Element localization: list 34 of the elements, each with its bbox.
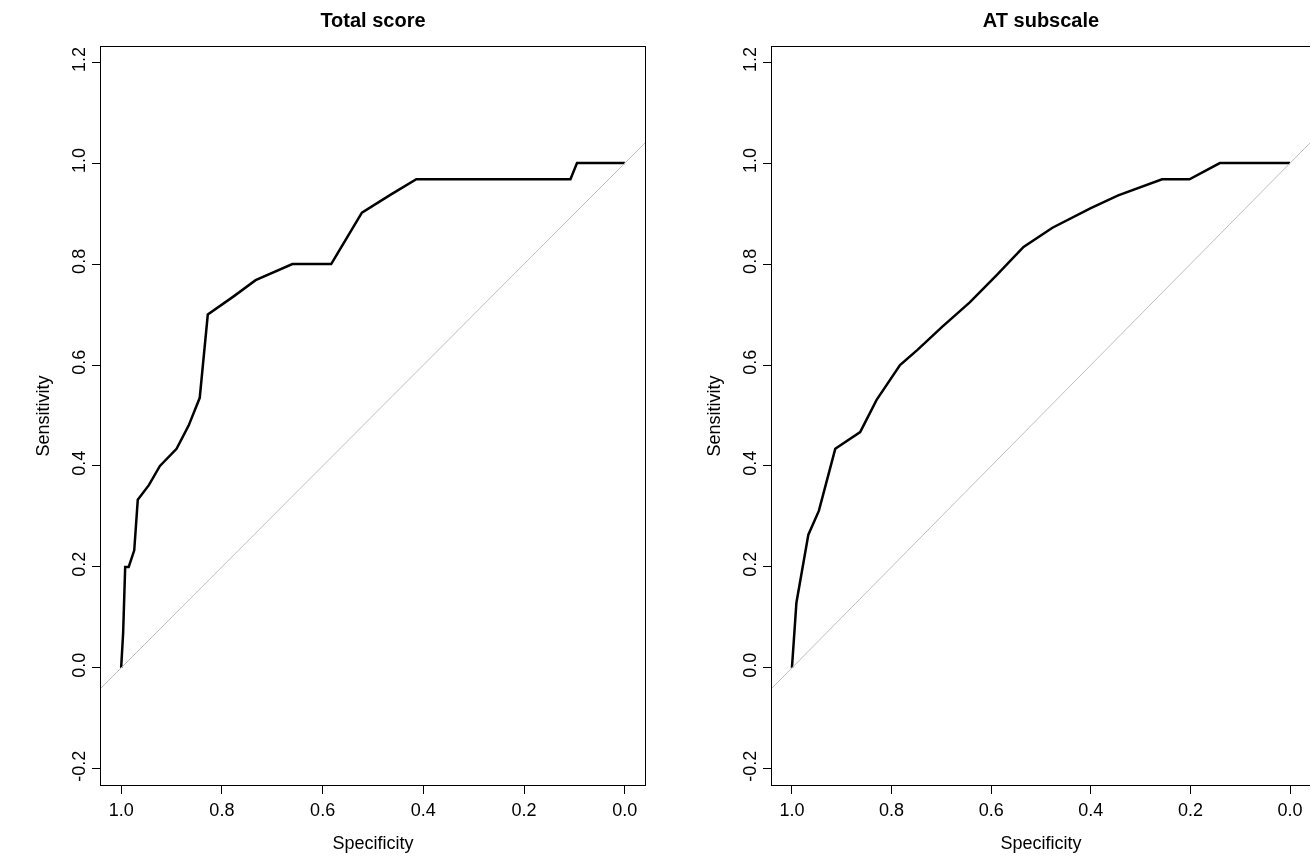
y-tick-label: 1.2 [739,46,760,72]
y-tick-label: 0.0 [68,652,89,678]
x-axis-title: Specificity [1000,833,1082,853]
x-tick-label: 0.4 [1078,799,1104,820]
chart-title: AT subscale [982,8,1100,31]
y-tick-label: 0.8 [68,248,89,274]
y-tick-label: 0.0 [739,652,760,678]
y-tick-label: 0.6 [68,349,89,375]
x-tick-label: 0.2 [1177,799,1203,820]
y-tick-label: 0.4 [739,450,760,476]
y-axis-title: Sensitivity [33,375,53,457]
x-tick-label: 1.0 [108,799,134,820]
x-tick-label: 0.0 [612,799,638,820]
y-tick-label: -0.2 [68,750,89,782]
x-tick-label: 0.2 [511,799,537,820]
y-tick-label: 0.6 [739,349,760,375]
x-tick-label: 0.4 [410,799,436,820]
x-axis-title: Specificity [332,833,414,853]
y-tick-label: 1.0 [739,147,760,173]
chart-title: Total score [320,8,426,31]
x-tick-label: 1.0 [779,799,805,820]
y-tick-label: 1.2 [68,46,89,72]
y-tick-label: 0.8 [739,248,760,274]
x-tick-label: 0.8 [879,799,905,820]
x-tick-label: 0.6 [310,799,336,820]
y-tick-label: 0.2 [68,551,89,577]
y-tick-label: 1.0 [68,147,89,173]
y-tick-label: 0.2 [739,551,760,577]
x-tick-label: 0.6 [978,799,1004,820]
y-tick-label: 0.4 [68,450,89,476]
y-tick-label: -0.2 [739,750,760,782]
x-tick-label: 0.0 [1277,799,1303,820]
x-tick-label: 0.8 [209,799,235,820]
y-axis-title: Sensitivity [704,375,724,457]
